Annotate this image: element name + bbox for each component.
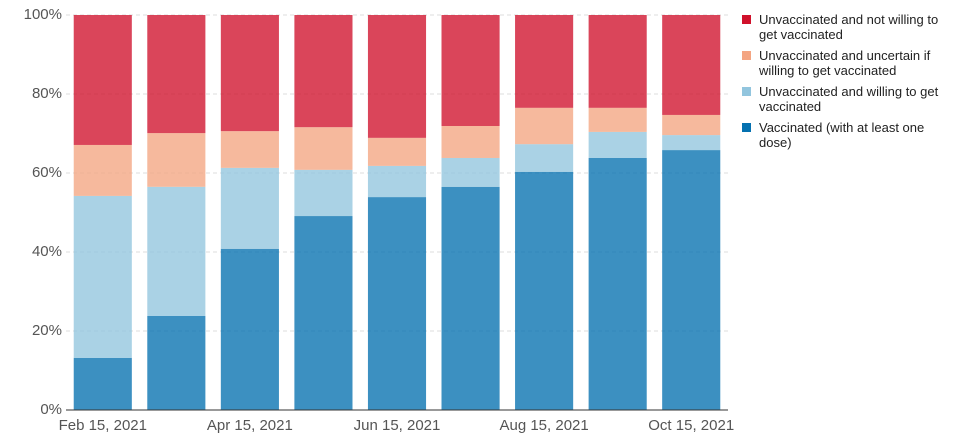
bar-segment (147, 315, 206, 410)
bar-segment (662, 135, 721, 151)
bar-segment (367, 15, 427, 138)
bar-segment (294, 216, 353, 410)
bar-segment (294, 127, 353, 170)
bar-segment (367, 137, 427, 166)
bar-segment (73, 144, 132, 196)
bar-segment (147, 133, 206, 187)
y-tick-label: 20% (32, 322, 62, 339)
x-tick-label: Oct 15, 2021 (648, 417, 734, 434)
legend-swatch (742, 51, 751, 60)
y-tick-label: 0% (40, 401, 62, 418)
bar-segment (588, 157, 647, 410)
bar-segment (441, 15, 500, 126)
bar-segment (441, 157, 500, 187)
x-tick-label: Feb 15, 2021 (59, 417, 147, 434)
legend-label: Unvaccinated and uncertain if willing to… (759, 48, 931, 78)
bar-segment (515, 144, 574, 172)
legend: Unvaccinated and not willing to get vacc… (740, 12, 940, 156)
bar-segment (73, 195, 132, 358)
bar-segment (441, 186, 500, 410)
bar-segment (73, 15, 132, 145)
legend-label: Unvaccinated and not willing to get vacc… (759, 12, 939, 42)
bar-segment (441, 125, 500, 158)
y-tick-label: 80% (32, 85, 62, 102)
legend-swatch (742, 15, 751, 24)
bar-segment (662, 15, 721, 115)
bar-segment (220, 167, 279, 249)
bar-segment (515, 171, 574, 410)
legend-label: Vaccinated (with at least one dose) (759, 120, 925, 150)
bar-segment (367, 197, 427, 410)
legend-item: Unvaccinated and willing to get vaccinat… (740, 84, 940, 114)
bar-segment (147, 186, 206, 316)
x-tick-label: Jun 15, 2021 (354, 417, 441, 434)
bar-segment (220, 15, 279, 132)
legend-label: Unvaccinated and willing to get vaccinat… (759, 84, 939, 114)
y-tick-label: 40% (32, 243, 62, 260)
bar-segment (367, 165, 427, 198)
legend-swatch (742, 123, 751, 132)
x-tick-label: Aug 15, 2021 (499, 417, 588, 434)
legend-item: Unvaccinated and not willing to get vacc… (740, 12, 940, 42)
bar-segment (294, 15, 353, 128)
y-tick-label: 60% (32, 164, 62, 181)
y-tick-label: 100% (24, 6, 62, 23)
bar-segment (294, 169, 353, 217)
bar-segment (220, 131, 279, 168)
bar-segment (588, 107, 647, 132)
bar-segment (515, 15, 574, 108)
bar-segment (662, 114, 721, 136)
legend-item: Unvaccinated and uncertain if willing to… (740, 48, 940, 78)
bar-segment (588, 15, 647, 108)
legend-swatch (742, 87, 751, 96)
legend-item: Vaccinated (with at least one dose) (740, 120, 940, 150)
bar-segment (220, 248, 279, 410)
bar-segment (588, 131, 647, 158)
bar-segment (147, 15, 206, 134)
x-tick-label: Apr 15, 2021 (207, 417, 293, 434)
bar-segment (662, 150, 721, 410)
bar-segment (73, 357, 132, 410)
bar-segment (515, 107, 574, 145)
